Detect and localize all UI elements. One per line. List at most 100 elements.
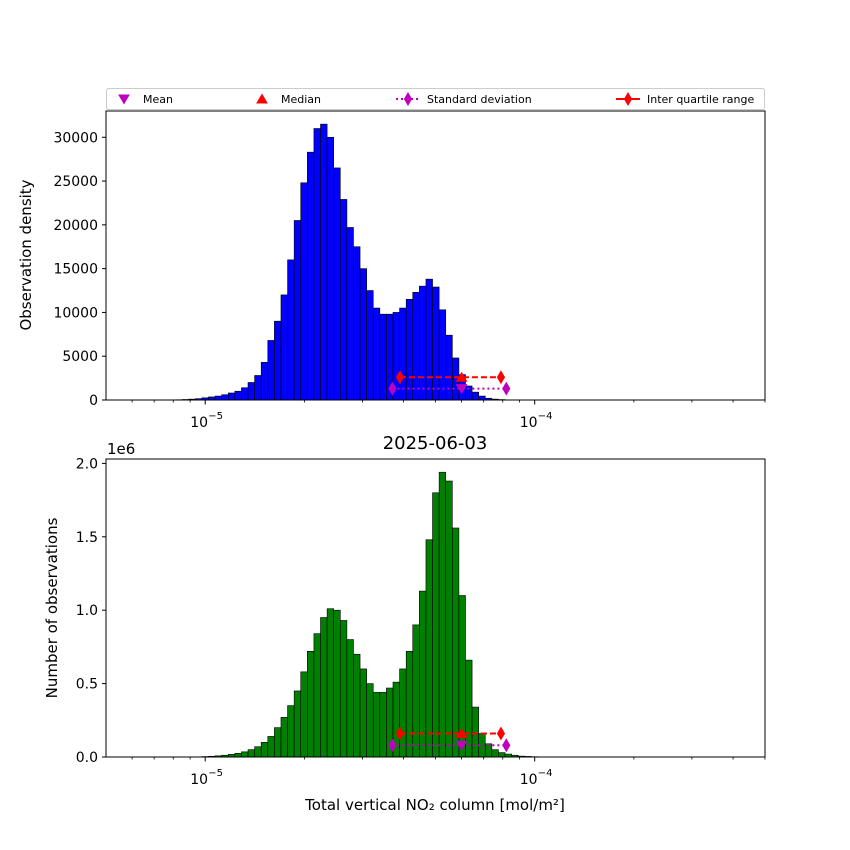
histogram-bar (412, 624, 420, 758)
mean-marker (455, 740, 468, 751)
legend-item-1: Median (256, 93, 321, 106)
histogram-bar (241, 751, 249, 758)
histogram-bar (471, 706, 479, 758)
histogram-bar (227, 392, 236, 401)
histogram-bar (254, 375, 262, 401)
legend-label-3: Inter quartile range (647, 93, 754, 106)
histogram-bar (280, 294, 288, 401)
legend-label-0: Mean (143, 93, 173, 106)
histogram-bar (478, 395, 486, 401)
histogram-bar (339, 620, 348, 758)
y-tick-label: 0 (89, 393, 98, 409)
histogram-bar (419, 590, 427, 758)
std-marker-1 (502, 381, 511, 396)
legend-frame (106, 88, 765, 110)
histogram-bar (274, 320, 282, 401)
bottom-title: 2025-06-03 (383, 433, 488, 454)
histogram-bar (307, 151, 315, 401)
median-marker (455, 728, 468, 739)
mean-marker (455, 384, 468, 395)
histogram-bar (313, 633, 321, 758)
y-tick-label: 15000 (53, 262, 98, 278)
histogram-bar (247, 382, 255, 401)
histogram-bar (333, 609, 341, 758)
histogram-bar (287, 259, 295, 401)
iqr-marker-0 (395, 726, 405, 741)
histogram-bar (214, 395, 222, 401)
histogram-bar (425, 539, 433, 758)
bottom-xlabel: Total vertical NO₂ column [mol/m²] (304, 796, 565, 814)
y-tick-label: 0.5 (76, 677, 98, 693)
histogram-bar (260, 362, 269, 401)
y-tick-label: 1.0 (76, 603, 98, 619)
histogram-bar (491, 749, 499, 758)
histogram-bar (274, 727, 282, 758)
histogram-bar (438, 471, 447, 758)
x-tick-label: 10 (190, 415, 208, 431)
x-tick-label-exponent: −4 (538, 411, 553, 422)
histogram-bar (287, 705, 295, 758)
histogram-bar (419, 285, 427, 401)
histogram-bar (366, 290, 374, 401)
histogram-bar (300, 182, 308, 401)
bottom-offset-label: 1e6 (107, 440, 135, 458)
legend-item-3: Inter quartile range (616, 92, 754, 106)
histogram-bar (425, 278, 433, 401)
histogram-bar (471, 391, 479, 401)
histogram-bar (260, 742, 269, 758)
histogram-bar (326, 608, 334, 758)
legend-marker-1 (256, 93, 268, 104)
bottom-histogram: 0.00.51.01.52.010 −5 10 −4 (76, 456, 766, 788)
histogram-bar (320, 123, 328, 401)
std-marker-0 (388, 381, 397, 396)
x-tick-label-exponent: −5 (208, 768, 223, 779)
histogram-bar (465, 659, 473, 758)
histogram-bar (372, 692, 381, 758)
histogram-bar (412, 291, 420, 401)
std-marker-0 (388, 738, 397, 753)
histogram-bar (346, 227, 354, 401)
std-marker-1 (502, 738, 511, 753)
histogram-bar (267, 340, 275, 401)
legend-marker-2 (403, 92, 413, 106)
histogram-bar (234, 753, 242, 758)
x-tick-label: 10 (520, 772, 538, 788)
iqr-marker-1 (496, 726, 506, 741)
histogram-bar (339, 199, 348, 401)
x-tick-label-exponent: −4 (538, 768, 553, 779)
histogram-bar (498, 752, 506, 758)
histogram-bar (379, 313, 387, 401)
y-tick-label: 1.5 (76, 530, 98, 546)
histogram-bar (247, 749, 255, 758)
histogram-bar (445, 480, 453, 758)
histogram-bar (399, 307, 407, 401)
histogram-bar (452, 527, 460, 758)
y-tick-label: 5000 (62, 349, 98, 365)
histogram-bar (241, 387, 249, 401)
legend-marker-0 (118, 94, 130, 105)
histogram-bar (293, 220, 302, 401)
histogram-bar (372, 307, 381, 401)
histogram-bar (359, 668, 367, 758)
iqr-marker-1 (496, 370, 506, 385)
y-tick-label: 2.0 (76, 456, 98, 472)
histogram-bar (359, 268, 367, 401)
legend-item-2: Standard deviation (396, 92, 532, 106)
histogram-bar (300, 671, 308, 758)
y-tick-label: 20000 (53, 218, 98, 234)
histogram-bar (346, 639, 354, 758)
y-tick-label: 25000 (53, 174, 98, 190)
histogram-bar (432, 286, 440, 401)
legend-label-1: Median (281, 93, 321, 106)
histogram-bar (280, 717, 288, 758)
histogram-bar (366, 683, 374, 758)
x-tick-label: 10 (190, 772, 208, 788)
legend-item-0: Mean (118, 93, 173, 106)
histogram-bar (438, 309, 447, 401)
histogram-bar (353, 653, 361, 758)
histogram-bar (254, 746, 262, 758)
histogram-bar (353, 246, 361, 401)
histogram-bar (307, 651, 315, 758)
